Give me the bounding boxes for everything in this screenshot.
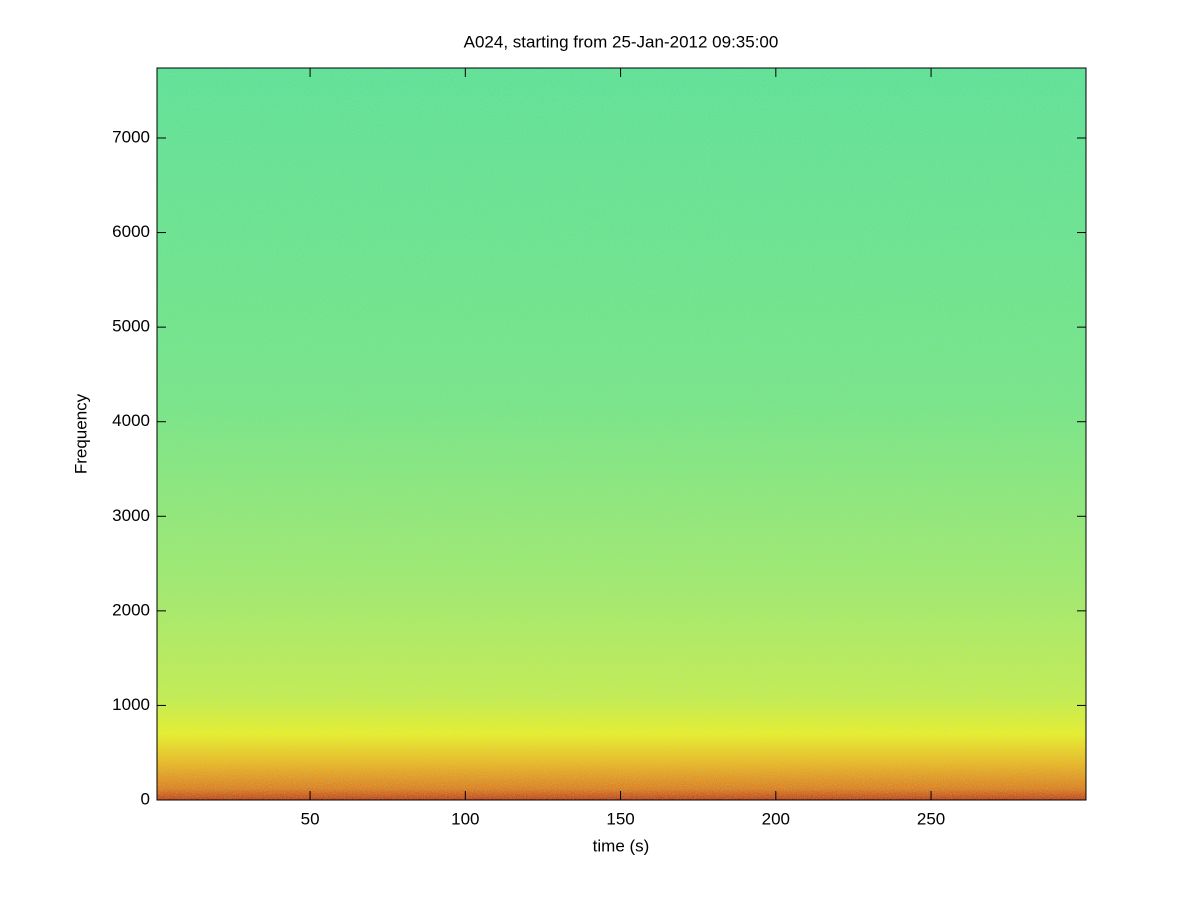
spectrogram-texture [157,68,1086,800]
x-tick-label: 100 [451,809,479,828]
axes-box [156,67,1087,801]
y-tick-label: 0 [141,789,150,808]
y-tick-label: 6000 [112,222,150,241]
x-tick-label: 50 [301,809,320,828]
y-tick-label: 1000 [112,695,150,714]
y-tick-label: 3000 [112,506,150,525]
x-axis-label: time (s) [593,836,650,855]
y-tick-label: 5000 [112,317,150,336]
x-tick-label: 200 [762,809,790,828]
chart-title: A024, starting from 25-Jan-2012 09:35:00 [464,32,779,51]
x-tick-label: 150 [606,809,634,828]
x-tick-label: 250 [917,809,945,828]
y-tick-label: 2000 [112,600,150,619]
y-axis-label: Frequency [71,393,90,474]
y-tick-label: 4000 [112,411,150,430]
y-tick-label: 7000 [112,127,150,146]
